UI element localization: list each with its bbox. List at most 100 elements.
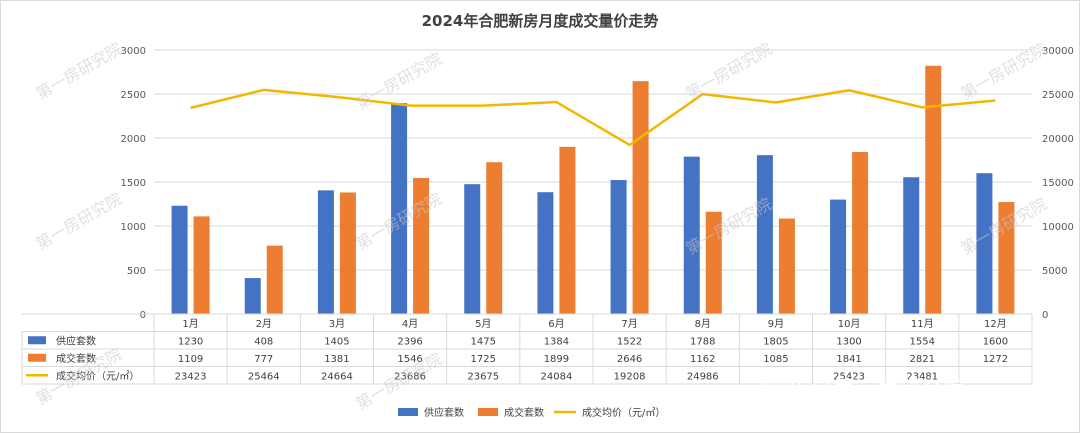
table-cell: 1805: [763, 336, 788, 347]
table-cell: 25423: [833, 371, 865, 382]
bar-supply: [391, 103, 408, 314]
bar-deal: [559, 146, 576, 314]
right-tick-label: 5000: [1042, 266, 1067, 277]
bar-deal: [852, 151, 869, 314]
price-line: [190, 88, 996, 147]
legend: 供应套数 成交套数 成交均价（元/㎡）: [398, 406, 665, 419]
credit-watermark: 知乎 @第一房研究院: [760, 377, 965, 402]
table-cell: 777: [254, 354, 273, 365]
bar-supply: [317, 190, 334, 314]
table-cell: 2396: [397, 336, 422, 347]
watermark-text: 第一房研究院: [33, 189, 126, 253]
left-tick-label: 2000: [121, 134, 146, 145]
bar-deal: [705, 211, 722, 314]
x-tick-label: 1月: [182, 318, 198, 330]
bar-deal: [266, 245, 283, 314]
bar-supply: [244, 278, 261, 314]
right-tick-label: 10000: [1042, 222, 1074, 233]
table-cell: 1109: [178, 354, 203, 365]
table-cell: 23686: [394, 371, 426, 382]
legend-key: [398, 408, 418, 416]
bar-deal: [632, 81, 649, 314]
table-cell: 1381: [324, 354, 349, 365]
table-cell: 408: [254, 336, 273, 347]
bars: [171, 65, 1015, 314]
x-tick-label: 6月: [548, 318, 564, 330]
bar-deal: [413, 177, 430, 314]
x-tick-label: 4月: [402, 318, 418, 330]
table-cell: 24986: [687, 371, 719, 382]
left-tick-label: 0: [140, 310, 146, 321]
bar-supply: [537, 192, 554, 314]
table-cell: 1162: [690, 354, 715, 365]
table-cell: 1300: [836, 336, 861, 347]
table-cell: 1554: [910, 336, 935, 347]
table-cell: 2646: [617, 354, 642, 365]
table-cell: 24084: [541, 371, 573, 382]
table-cell: 24664: [321, 371, 353, 382]
table-cell: 1522: [617, 336, 642, 347]
right-tick-label: 0: [1042, 310, 1048, 321]
table-row-label: 成交均价（元/㎡）: [56, 369, 139, 382]
right-tick-label: 20000: [1042, 134, 1074, 145]
table-cell: 1230: [178, 336, 203, 347]
table-legend-key: [28, 336, 46, 345]
watermark-text: 第一房研究院: [33, 39, 126, 103]
table-row-label: 供应套数: [56, 334, 96, 347]
table-cell: 1384: [544, 336, 569, 347]
bar-supply: [830, 199, 847, 314]
table-cell: 1475: [471, 336, 496, 347]
left-tick-label: 1000: [121, 222, 146, 233]
x-tick-label: 10月: [838, 318, 861, 330]
bar-supply: [756, 155, 773, 314]
left-axis: 0 500 1000 1500 2000 2500 3000: [121, 46, 146, 321]
table-cell: 1600: [983, 336, 1008, 347]
legend-label: 成交均价（元/㎡）: [582, 406, 665, 419]
bar-deal: [925, 65, 942, 314]
table-cell: 1788: [690, 336, 715, 347]
table-cell: 1272: [983, 354, 1008, 365]
left-tick-label: 1500: [121, 178, 146, 189]
x-tick-label: 9月: [768, 318, 784, 330]
bar-deal: [339, 192, 356, 314]
table-cell: 23675: [467, 371, 499, 382]
bar-deal: [778, 218, 795, 314]
right-tick-label: 15000: [1042, 178, 1074, 189]
right-tick-label: 25000: [1042, 90, 1074, 101]
bar-supply: [683, 156, 700, 314]
table-cell: 25464: [248, 371, 280, 382]
x-tick-label: 12月: [984, 318, 1007, 330]
x-tick-label: 2月: [256, 318, 272, 330]
left-tick-label: 3000: [121, 46, 146, 57]
table-cell: 2821: [910, 354, 935, 365]
table-cell: 1405: [324, 336, 349, 347]
x-tick-label: 3月: [329, 318, 345, 330]
chart-title: 2024年合肥新房月度成交量价走势: [422, 12, 659, 30]
x-tick-label: 8月: [695, 318, 711, 330]
table-cell: 23481: [906, 371, 938, 382]
table-cell: 1085: [763, 354, 788, 365]
legend-key: [478, 408, 498, 416]
bar-supply: [610, 180, 627, 314]
bar-supply: [903, 177, 920, 314]
table-row-label: 成交套数: [56, 352, 96, 365]
bar-deal: [486, 162, 503, 314]
x-tick-label: 11月: [911, 318, 934, 330]
legend-label: 供应套数: [424, 406, 464, 419]
table-cell: 1841: [836, 354, 861, 365]
x-tick-label: 5月: [475, 318, 491, 330]
bar-deal: [998, 202, 1015, 314]
table-cell: 1725: [471, 354, 496, 365]
gridlines: [154, 49, 1032, 315]
bar-supply: [171, 205, 188, 314]
price-series-line: [190, 88, 996, 147]
bar-supply: [464, 184, 481, 314]
table-legend-key: [28, 353, 46, 362]
table-cell: 1899: [544, 354, 569, 365]
legend-label: 成交套数: [504, 406, 544, 419]
bar-deal: [193, 216, 210, 314]
table-cell: 19208: [614, 371, 646, 382]
bar-supply: [976, 173, 993, 314]
